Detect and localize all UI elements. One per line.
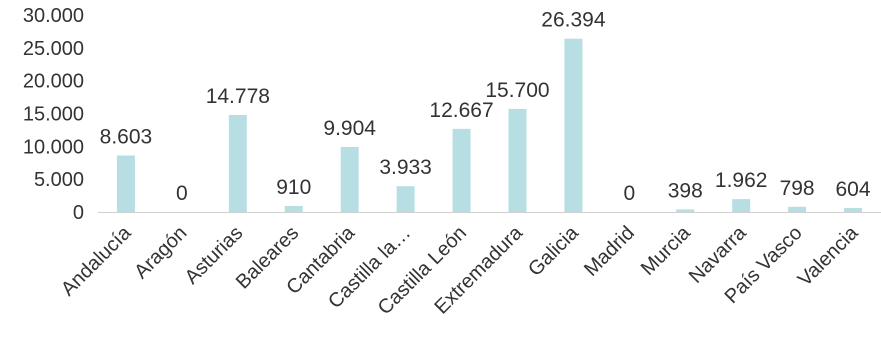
y-axis: 0 5.000 10.000 15.000 20.000 25.000 30.000: [23, 5, 84, 224]
y-tick-label: 30.000: [23, 5, 84, 27]
bar: [452, 128, 471, 212]
data-label: 26.394: [541, 9, 606, 32]
bar: [228, 114, 247, 212]
x-axis: AndalucíaAragónAsturiasBalearesCantabria…: [57, 212, 881, 319]
data-label: 12.667: [429, 99, 493, 122]
data-label: 0: [176, 182, 188, 205]
data-label: 14.778: [206, 85, 270, 108]
x-tick-label: Valencia: [794, 221, 863, 290]
data-label: 910: [276, 176, 311, 199]
y-tick-label: 0: [73, 202, 84, 224]
bars: [116, 38, 863, 213]
data-label: 8.603: [100, 126, 153, 149]
bar: [340, 146, 359, 212]
bar: [508, 108, 527, 212]
data-label: 3.933: [379, 156, 432, 179]
bar: [396, 186, 415, 212]
y-tick-label: 5.000: [34, 169, 84, 191]
bar: [564, 38, 583, 213]
bar: [676, 209, 695, 212]
x-tick-label: Andalucía: [57, 221, 136, 300]
y-tick-label: 25.000: [23, 38, 84, 60]
data-label: 9.904: [323, 117, 376, 140]
data-label: 604: [836, 178, 871, 201]
bar: [284, 206, 303, 212]
data-label: 0: [623, 182, 635, 205]
x-tick-label: Madrid: [580, 222, 639, 281]
data-label: 798: [780, 177, 815, 200]
data-label: 15.700: [485, 79, 549, 102]
bar: [844, 208, 863, 212]
bar: [732, 199, 751, 212]
y-tick-label: 15.000: [23, 104, 84, 126]
x-tick-label: Galicia: [524, 221, 583, 280]
data-label: 1.962: [715, 169, 768, 192]
y-tick-label: 10.000: [23, 136, 84, 158]
bar: [788, 206, 807, 212]
y-tick-label: 20.000: [23, 71, 84, 93]
data-label: 398: [668, 179, 703, 202]
bar: [116, 155, 135, 212]
